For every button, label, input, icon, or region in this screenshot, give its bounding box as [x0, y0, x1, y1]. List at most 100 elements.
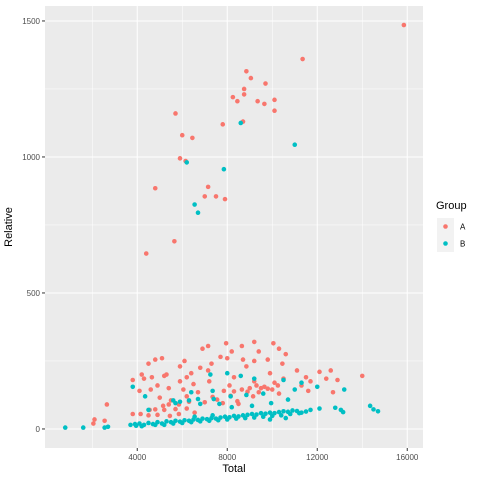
point-group-b — [283, 415, 289, 421]
point-group-a — [280, 361, 285, 366]
point-group-a — [308, 379, 313, 384]
point-group-b — [179, 420, 185, 426]
point-group-b — [128, 422, 133, 428]
point-group-a — [256, 389, 262, 395]
point-group-a — [91, 421, 96, 426]
x-axis-ticks: 4000 8000 12000 16000 — [128, 448, 419, 462]
x-tick-label: 8000 — [218, 453, 236, 462]
minor-gridlines — [45, 6, 423, 448]
point-group-a — [239, 387, 245, 392]
point-group-b — [170, 421, 176, 426]
point-group-a — [218, 354, 223, 360]
point-group-a — [265, 386, 271, 392]
x-tick-label: 4000 — [128, 453, 146, 462]
point-group-b — [296, 410, 302, 416]
point-group-a — [176, 411, 182, 417]
point-group-a — [143, 251, 149, 256]
point-group-b — [173, 400, 178, 406]
point-group-b — [146, 407, 151, 413]
point-group-b — [221, 166, 227, 172]
point-group-b — [332, 405, 338, 411]
point-group-b — [62, 425, 68, 430]
legend-label-a: A — [460, 223, 466, 232]
point-group-b — [142, 394, 148, 399]
point-group-a — [323, 376, 329, 381]
point-group-a — [272, 108, 277, 114]
point-group-a — [205, 368, 211, 373]
point-group-a — [172, 238, 177, 244]
point-group-b — [224, 417, 230, 422]
point-group-b — [260, 414, 266, 420]
point-group-a — [272, 97, 277, 103]
x-tick-label: 12000 — [306, 453, 329, 462]
point-group-a — [205, 184, 211, 190]
point-group-b — [292, 142, 298, 148]
point-group-a — [141, 376, 147, 381]
point-group-a — [205, 343, 211, 349]
y-tick-label: 500 — [27, 289, 41, 298]
point-group-a — [130, 411, 136, 417]
point-group-a — [317, 369, 322, 375]
point-group-a — [138, 411, 143, 417]
point-group-b — [281, 408, 286, 414]
point-group-b — [245, 412, 250, 418]
point-group-b — [267, 417, 273, 422]
point-group-a — [229, 349, 235, 354]
point-group-a — [250, 394, 256, 399]
point-group-a — [300, 56, 305, 62]
point-group-a — [255, 98, 260, 104]
y-tick-label: 1000 — [22, 153, 40, 162]
point-group-b — [188, 419, 194, 425]
point-group-a — [244, 364, 249, 369]
point-group-a — [221, 388, 227, 394]
point-group-a — [102, 418, 107, 424]
point-group-a — [265, 357, 271, 362]
y-tick-label: 0 — [36, 425, 41, 434]
point-group-a — [263, 81, 268, 86]
point-group-b — [242, 415, 248, 421]
point-group-a — [236, 401, 241, 407]
point-group-a — [139, 372, 145, 377]
point-group-b — [276, 409, 282, 415]
point-group-b — [340, 409, 346, 415]
point-group-a — [184, 394, 190, 399]
point-group-b — [197, 419, 203, 424]
point-group-a — [137, 388, 142, 394]
x-axis-title: Total — [222, 463, 245, 475]
point-group-b — [164, 419, 169, 424]
point-group-a — [184, 374, 190, 380]
point-group-a — [173, 111, 178, 116]
point-group-a — [223, 340, 229, 346]
point-group-a — [251, 358, 257, 364]
legend: Group AB — [436, 200, 467, 252]
point-group-b — [303, 409, 309, 414]
point-group-a — [359, 373, 365, 379]
point-group-a — [155, 412, 160, 418]
legend-label-b: B — [460, 240, 465, 249]
point-group-a — [148, 387, 154, 392]
point-group-b — [314, 384, 320, 390]
point-group-a — [231, 374, 237, 380]
point-group-b — [177, 399, 183, 405]
point-group-a — [167, 413, 173, 419]
point-group-a — [283, 351, 289, 357]
point-group-a — [181, 387, 186, 392]
point-group-a — [271, 340, 276, 346]
point-group-a — [251, 339, 257, 345]
point-group-a — [214, 397, 220, 402]
point-group-b — [217, 401, 222, 407]
point-group-b — [308, 407, 313, 413]
point-group-a — [227, 383, 232, 388]
point-group-b — [210, 388, 215, 394]
point-group-a — [173, 406, 178, 412]
point-group-a — [224, 355, 230, 361]
point-group-b — [287, 411, 293, 417]
point-group-a — [161, 407, 167, 413]
point-group-b — [251, 376, 257, 381]
point-group-b — [290, 408, 295, 413]
point-group-b — [229, 404, 235, 410]
point-group-a — [146, 361, 151, 366]
data-points — [62, 22, 407, 430]
point-group-a — [305, 388, 311, 394]
